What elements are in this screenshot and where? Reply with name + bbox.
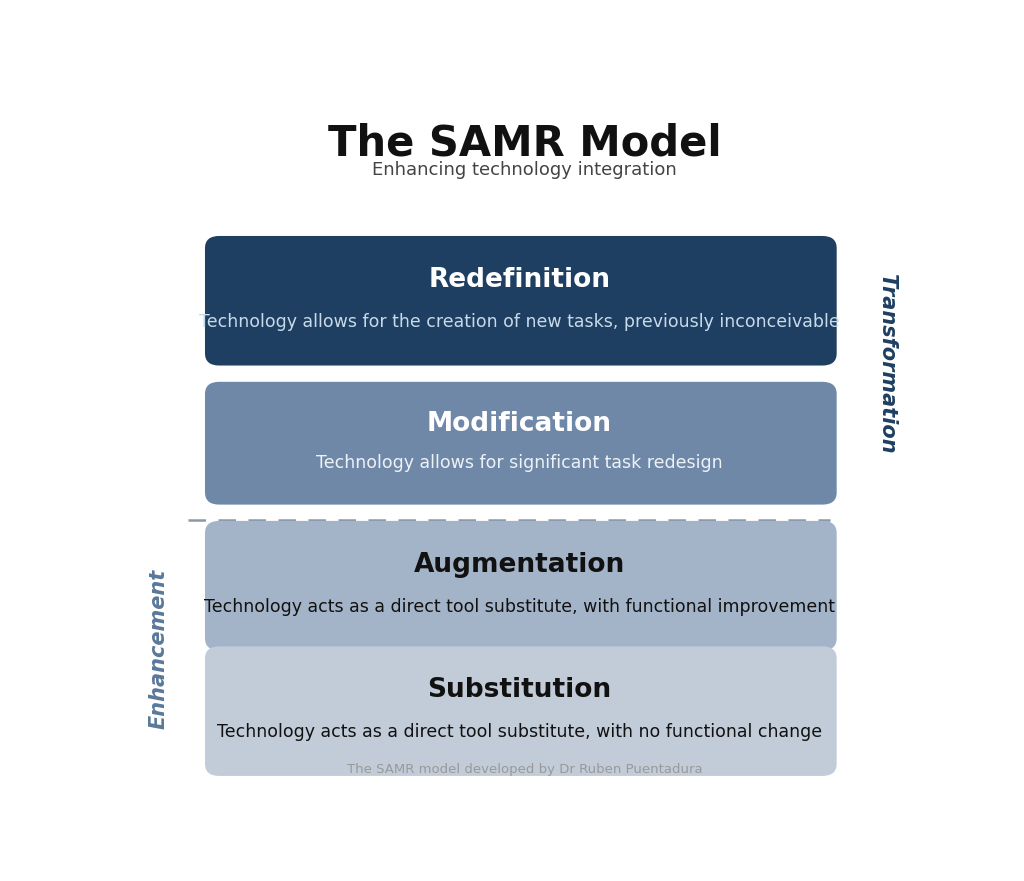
- FancyBboxPatch shape: [205, 236, 837, 366]
- FancyBboxPatch shape: [205, 521, 837, 650]
- Text: Enhancement: Enhancement: [148, 568, 168, 729]
- Text: The SAMR model developed by Dr Ruben Puentadura: The SAMR model developed by Dr Ruben Pue…: [347, 763, 702, 776]
- Text: Technology allows for significant task redesign: Technology allows for significant task r…: [316, 454, 723, 472]
- Text: The SAMR Model: The SAMR Model: [328, 122, 722, 164]
- FancyBboxPatch shape: [205, 381, 837, 505]
- Text: Enhancing technology integration: Enhancing technology integration: [373, 161, 677, 179]
- Text: Augmentation: Augmentation: [414, 552, 625, 578]
- Text: Transformation: Transformation: [878, 274, 897, 454]
- Text: Substitution: Substitution: [427, 677, 611, 703]
- Text: Modification: Modification: [427, 411, 611, 437]
- Text: Redefinition: Redefinition: [428, 267, 610, 292]
- FancyBboxPatch shape: [205, 647, 837, 776]
- Text: Technology allows for the creation of new tasks, previously inconceivable: Technology allows for the creation of ne…: [199, 313, 840, 330]
- Text: Technology acts as a direct tool substitute, with functional improvement: Technology acts as a direct tool substit…: [204, 597, 835, 616]
- Text: Technology acts as a direct tool substitute, with no functional change: Technology acts as a direct tool substit…: [217, 723, 822, 741]
